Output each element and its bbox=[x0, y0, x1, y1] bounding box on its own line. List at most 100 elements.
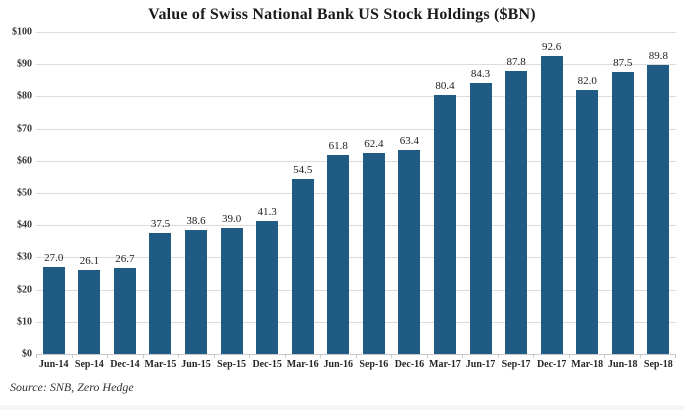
bar-slot: 92.6 bbox=[534, 32, 570, 354]
bar-slot: 82.0 bbox=[569, 32, 605, 354]
gridline bbox=[36, 321, 676, 323]
bar-value-label: 84.3 bbox=[470, 67, 491, 80]
bar bbox=[576, 89, 599, 354]
bar bbox=[647, 64, 670, 354]
y-tick-label: $100 bbox=[12, 26, 32, 38]
bar-slot: 61.8 bbox=[321, 32, 357, 354]
bar bbox=[327, 155, 350, 354]
plot-area: 27.0 26.1 26.7 37.5 38.6 39.0 41.3 54.5 61.8 62.4… bbox=[36, 32, 676, 355]
y-tick-label: $10 bbox=[17, 316, 32, 328]
bar-value-label: 63.4 bbox=[399, 134, 420, 147]
x-category-label: Dec-16 bbox=[394, 359, 425, 370]
gridline bbox=[36, 96, 676, 98]
x-tick bbox=[108, 354, 144, 358]
bar-slot: 41.3 bbox=[249, 32, 285, 354]
bar bbox=[220, 228, 243, 354]
bar-slot: 27.0 bbox=[36, 32, 72, 354]
bar-value-label: 80.4 bbox=[435, 80, 455, 93]
bar-value-label: 62.4 bbox=[364, 138, 384, 151]
x-category-label: Mar-15 bbox=[144, 359, 177, 370]
bar-value-label: 87.8 bbox=[506, 56, 526, 69]
bar-slot: 39.0 bbox=[214, 32, 250, 354]
bar-value-label: 26.1 bbox=[79, 254, 99, 267]
bar-value-label: 39.0 bbox=[221, 213, 242, 226]
bar bbox=[185, 229, 208, 354]
x-tick bbox=[641, 354, 676, 358]
x-category-label: Jun-17 bbox=[465, 359, 496, 370]
bar-slot: 87.8 bbox=[498, 32, 534, 354]
bar-value-label: 61.8 bbox=[328, 140, 348, 153]
x-category-label: Mar-17 bbox=[429, 359, 461, 370]
bar-value-label: 54.5 bbox=[293, 163, 313, 176]
gridline bbox=[36, 193, 676, 194]
y-tick-label: $70 bbox=[17, 123, 32, 135]
x-tick bbox=[250, 354, 286, 358]
x-tick bbox=[605, 354, 641, 358]
bar bbox=[611, 72, 634, 354]
x-category-label: Mar-16 bbox=[286, 359, 319, 370]
bar bbox=[540, 55, 563, 354]
bar-value-label: 87.5 bbox=[613, 57, 633, 70]
x-tick bbox=[73, 354, 108, 358]
bar bbox=[398, 149, 421, 354]
bar bbox=[505, 71, 528, 354]
y-tick-label: $80 bbox=[17, 90, 32, 102]
bar-value-label: 89.8 bbox=[648, 49, 668, 62]
bar-slot: 54.5 bbox=[285, 32, 321, 354]
x-tick bbox=[499, 354, 534, 358]
bar-slot: 89.8 bbox=[641, 32, 677, 354]
bar-slot: 37.5 bbox=[143, 32, 179, 354]
bars-row: 27.0 26.1 26.7 37.5 38.6 39.0 41.3 54.5 61.8 62.4… bbox=[36, 32, 676, 354]
chart-title: Value of Swiss National Bank US Stock Ho… bbox=[148, 6, 536, 23]
bar-value-label: 26.7 bbox=[115, 253, 135, 266]
bar bbox=[433, 95, 456, 354]
bar-slot: 80.4 bbox=[427, 32, 463, 354]
x-tick bbox=[286, 354, 321, 358]
x-category-label: Sep-18 bbox=[643, 359, 673, 370]
x-tick bbox=[357, 354, 392, 358]
bar-value-label: 82.0 bbox=[577, 74, 597, 87]
gridline bbox=[36, 128, 676, 130]
x-tick bbox=[36, 354, 73, 358]
x-tick bbox=[215, 354, 250, 358]
bar bbox=[291, 178, 314, 354]
bar-value-label: 41.3 bbox=[257, 206, 277, 219]
plot-row: $100 $90 $80 $70 $60 $50 $40 $30 $20 $10 $0 27.0 26… bbox=[4, 27, 676, 360]
x-tick bbox=[321, 354, 357, 358]
gridline bbox=[36, 225, 676, 227]
x-tick bbox=[534, 354, 570, 358]
gridline bbox=[36, 289, 676, 291]
bar-slot: 38.6 bbox=[178, 32, 214, 354]
bar-slot: 26.7 bbox=[107, 32, 143, 354]
bar bbox=[362, 153, 385, 354]
gridline bbox=[36, 32, 676, 33]
x-category-label: Dec-15 bbox=[252, 359, 282, 370]
bottom-edge-strip bbox=[0, 405, 684, 410]
x-category-label: Jun-14 bbox=[39, 359, 69, 370]
bar-slot: 87.5 bbox=[605, 32, 641, 354]
x-category-label: Dec-14 bbox=[110, 359, 140, 370]
bar bbox=[256, 221, 279, 354]
bar-value-label: 92.6 bbox=[542, 40, 562, 53]
bar-value-label: 37.5 bbox=[150, 218, 171, 231]
bar-value-label: 27.0 bbox=[44, 252, 64, 265]
bar bbox=[113, 268, 136, 354]
x-tick bbox=[463, 354, 499, 358]
bar-slot: 62.4 bbox=[356, 32, 392, 354]
source-note: Source: SNB, Zero Hedge bbox=[10, 380, 134, 394]
y-axis: $100 $90 $80 $70 $60 $50 $40 $30 $20 $10 $0 bbox=[4, 27, 36, 360]
y-tick-label: $30 bbox=[17, 251, 32, 263]
x-category-label: Dec-17 bbox=[536, 359, 567, 370]
bar-slot: 63.4 bbox=[392, 32, 428, 354]
bar-slot: 26.1 bbox=[72, 32, 108, 354]
x-category-label: Mar-18 bbox=[571, 359, 604, 370]
y-tick-label: $90 bbox=[17, 58, 32, 70]
x-category-label: Sep-15 bbox=[217, 359, 247, 370]
x-axis-ticks bbox=[36, 354, 676, 358]
x-tick bbox=[392, 354, 428, 358]
bar bbox=[149, 233, 172, 354]
x-category-label: Jun-15 bbox=[181, 359, 211, 370]
gridline bbox=[36, 64, 676, 66]
bar bbox=[42, 267, 65, 354]
